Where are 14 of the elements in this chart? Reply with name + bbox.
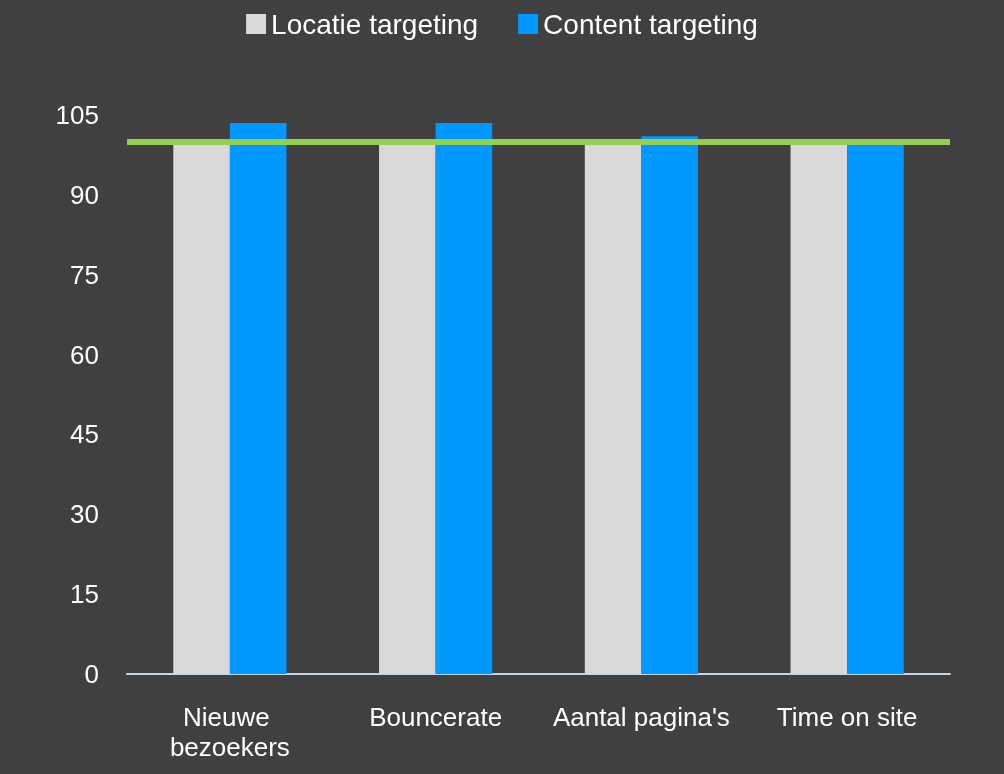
legend-label: Locatie targeting [271, 8, 479, 40]
legend-label: Content targeting [543, 8, 758, 40]
x-tick-label: Time on site [776, 702, 918, 732]
x-tick-label: Aantal pagina's [552, 702, 730, 732]
y-tick-label: 60 [70, 339, 99, 370]
x-tick-label: Bouncerate [369, 702, 503, 732]
y-tick-label: 105 [55, 100, 99, 130]
y-tick-label: 75 [70, 259, 99, 290]
y-tick-label: 0 [84, 659, 99, 689]
y-tick-label: 45 [70, 419, 99, 450]
y-tick-label: 15 [70, 579, 99, 610]
y-tick-label: 90 [70, 179, 99, 210]
y-tick-label: 30 [70, 499, 99, 530]
x-tick-label: Nieuwe bezoekers [169, 702, 290, 762]
